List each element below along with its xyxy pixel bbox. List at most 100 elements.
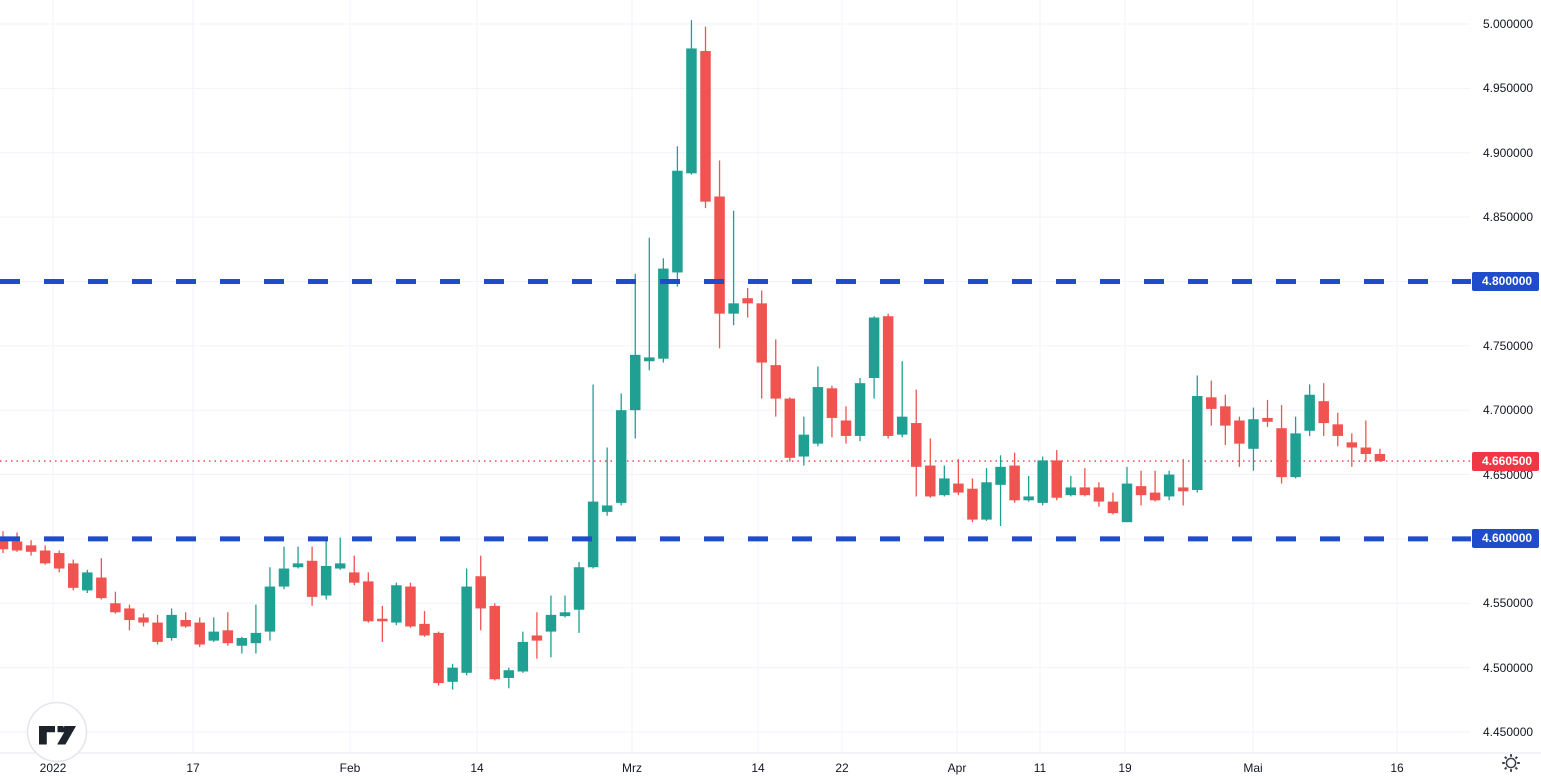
candle-body [630, 354, 641, 411]
candle-body [644, 357, 655, 362]
price-axis-label: 4.450000 [1483, 725, 1534, 739]
candle-body [208, 631, 219, 641]
time-axis-label: 16 [1390, 761, 1404, 775]
candle-body [68, 563, 79, 588]
candle-body [1149, 492, 1161, 501]
candle-body [0, 537, 9, 550]
candle-body [967, 488, 978, 520]
time-axis-label: 17 [186, 761, 200, 775]
candle-body [1318, 401, 1329, 424]
candle-body [742, 298, 753, 304]
candle-body [672, 170, 683, 273]
tradingview-logo[interactable] [26, 701, 88, 763]
candle-body [25, 545, 37, 552]
price-axis-label: 4.650000 [1483, 467, 1534, 482]
time-axis-label: Feb [339, 761, 361, 775]
candle-body [475, 576, 486, 609]
candle-body [784, 398, 796, 458]
candle-body [1065, 487, 1077, 496]
candle-body [1121, 483, 1133, 523]
candle-body [559, 612, 571, 617]
candle-body [222, 630, 234, 644]
candle-body [1107, 501, 1119, 514]
candle-body [349, 572, 360, 583]
candle-body [700, 51, 711, 202]
candle-body [124, 608, 135, 621]
candle-body [854, 383, 866, 436]
level-price-text: 4.600000 [1482, 531, 1533, 546]
candle-body [1177, 487, 1189, 492]
level-price-text: 4.800000 [1482, 273, 1533, 288]
candle-body [433, 632, 444, 684]
candle-body [1192, 396, 1203, 491]
last-price-text: 4.660500 [1482, 453, 1533, 468]
candle-body [461, 586, 472, 673]
candle-body [264, 586, 276, 632]
candle-body [1290, 433, 1301, 478]
candle-body [686, 48, 697, 174]
candle-body [911, 423, 922, 467]
candle-body [236, 638, 248, 646]
price-axis-label: 5.000000 [1483, 17, 1534, 31]
candle-body [503, 670, 515, 678]
candle-body [292, 563, 304, 568]
price-axis-label: 4.750000 [1483, 338, 1534, 353]
candle-body [1206, 397, 1217, 409]
time-axis-label: 14 [751, 761, 765, 775]
candle-body [152, 622, 163, 642]
candle-body [405, 586, 416, 627]
candle-body [587, 501, 599, 568]
candle-body [615, 410, 627, 503]
candle-body [728, 303, 739, 314]
candle-body [953, 483, 964, 493]
candle-body [278, 568, 290, 587]
candle-body [180, 620, 191, 627]
candle-body [756, 303, 767, 363]
time-axis-label: Apr [947, 761, 967, 775]
candle-body [1234, 420, 1245, 444]
candle-body [1360, 447, 1372, 454]
candle-body [447, 667, 458, 682]
price-axis-label: 4.900000 [1483, 145, 1534, 160]
time-axis-label: Mai [1243, 761, 1263, 775]
candle-body [306, 560, 318, 597]
candle-body [166, 614, 177, 639]
logo-glyph [39, 726, 76, 745]
candle-body [981, 482, 992, 520]
price-axis-label: 4.850000 [1483, 210, 1534, 225]
candle-body [1262, 417, 1273, 422]
price-axis[interactable]: 4.800000 4.600000 4.660500 5.000000 4.950… [1441, 0, 1541, 753]
price-axis-label: 4.550000 [1483, 596, 1534, 611]
candle-body [363, 581, 374, 622]
candle-body [1079, 487, 1091, 496]
candle-body [798, 434, 810, 457]
candle-body [545, 614, 557, 632]
level-price-label: 4.600000 [1472, 529, 1539, 549]
candle-body [194, 622, 205, 645]
time-axis[interactable]: 2022 17 Feb 14 Mrz 14 22 Apr 11 19 Mai 16 [0, 753, 1541, 783]
candle-body [517, 641, 529, 672]
candle-body [250, 632, 262, 644]
level-price-label: 4.800000 [1472, 271, 1539, 291]
candle-body [1220, 406, 1231, 426]
candle-body [925, 465, 936, 497]
candle-body [1093, 487, 1105, 502]
time-axis-label: 14 [470, 761, 484, 775]
candle-body [601, 505, 613, 512]
candle-body [377, 618, 388, 622]
candle-body [11, 541, 23, 551]
candle-body [939, 478, 950, 496]
candle-body [826, 388, 838, 418]
gear-shape [1502, 754, 1520, 772]
logo-circle [26, 701, 88, 763]
candle-body [489, 605, 500, 680]
candle-body [714, 196, 725, 314]
candle-body [882, 316, 894, 436]
settings-gear-icon[interactable] [1498, 750, 1524, 776]
candle-body [1051, 460, 1062, 498]
candle-body [573, 567, 585, 610]
price-axis-label: 4.700000 [1483, 403, 1534, 418]
candle-body [1276, 428, 1287, 478]
